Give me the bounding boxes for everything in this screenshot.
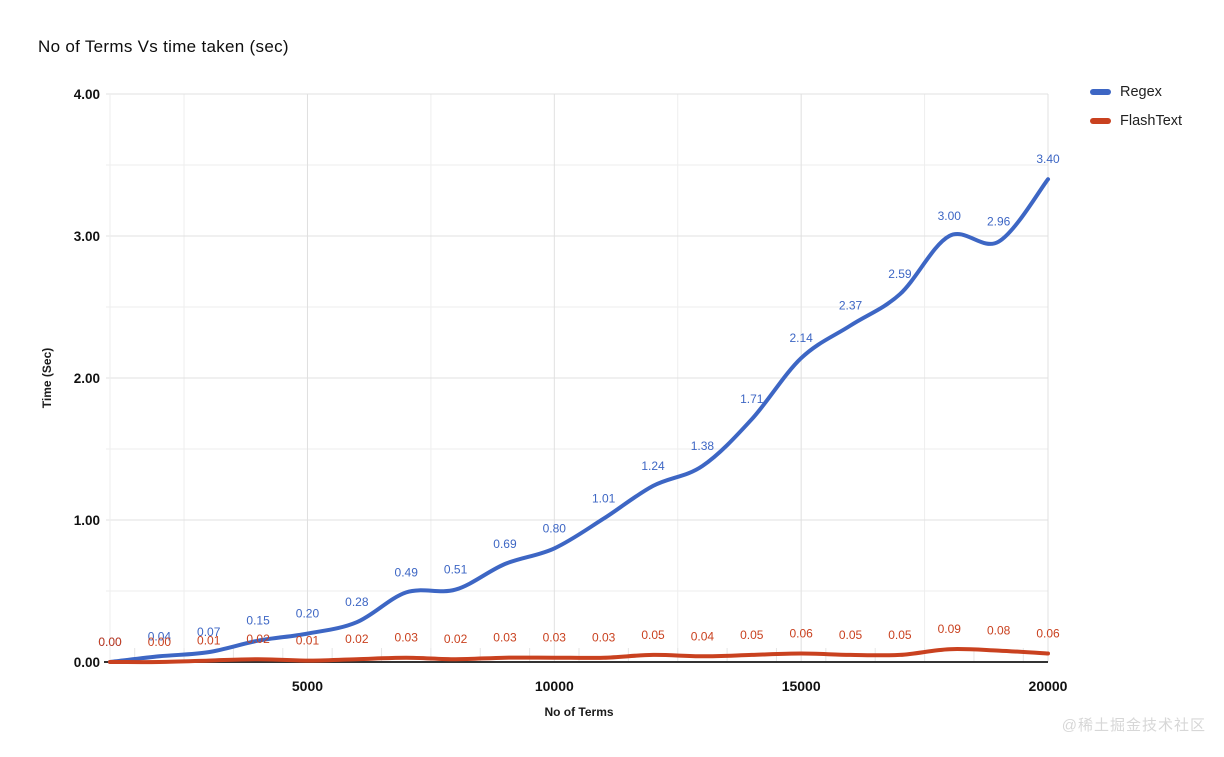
x-axis-tick-label: 10000	[535, 678, 574, 694]
data-label-flashtext: 0.06	[1036, 626, 1060, 640]
data-label-regex: 0.15	[246, 614, 270, 628]
chart-title: No of Terms Vs time taken (sec)	[38, 37, 289, 56]
data-label-flashtext: 0.05	[888, 628, 912, 642]
data-label-flashtext: 0.03	[592, 631, 616, 645]
data-label-flashtext: 0.00	[148, 635, 172, 649]
data-label-regex: 0.51	[444, 563, 468, 577]
data-label-regex: 3.00	[938, 209, 962, 223]
legend: Regex FlashText	[1090, 84, 1182, 129]
data-label-regex: 0.00	[98, 635, 122, 649]
data-label-flashtext: 0.09	[938, 622, 962, 636]
data-label-flashtext: 0.05	[641, 628, 665, 642]
data-label-regex: 0.49	[395, 565, 419, 579]
data-label-regex: 1.24	[641, 459, 665, 473]
data-label-regex: 2.37	[839, 298, 863, 312]
data-label-regex: 2.59	[888, 267, 912, 281]
y-axis-tick-label: 1.00	[74, 513, 100, 528]
x-axis-tick-label: 20000	[1029, 678, 1068, 694]
legend-swatch-regex-icon	[1090, 89, 1111, 95]
data-label-regex: 0.28	[345, 595, 369, 609]
legend-label-flashtext: FlashText	[1120, 113, 1183, 129]
legend-label-regex: Regex	[1120, 84, 1162, 100]
data-label-regex: 0.07	[197, 625, 221, 639]
data-label-flashtext: 0.01	[197, 634, 221, 648]
y-axis-tick-label: 2.00	[74, 371, 100, 386]
data-label-flashtext: 0.00	[98, 635, 122, 649]
y-axis-tick-label: 4.00	[74, 87, 100, 102]
data-label-regex: 3.40	[1036, 152, 1060, 166]
data-label-regex: 1.01	[592, 492, 616, 506]
data-label-flashtext: 0.04	[691, 629, 715, 643]
data-label-flashtext: 0.05	[740, 628, 764, 642]
y-axis-title: Time (Sec)	[40, 347, 54, 409]
data-label-flashtext: 0.03	[395, 631, 419, 645]
data-label-flashtext: 0.02	[444, 632, 468, 646]
y-axis-tick-label: 0.00	[74, 655, 100, 670]
data-label-flashtext: 0.08	[987, 624, 1011, 638]
watermark: @稀土掘金技术社区	[1061, 717, 1206, 734]
data-label-flashtext: 0.02	[246, 632, 270, 646]
data-label-regex: 2.14	[789, 331, 813, 345]
y-axis-tick-label: 3.00	[74, 229, 100, 244]
data-label-regex: 1.38	[691, 439, 715, 453]
data-label-flashtext: 0.02	[345, 632, 369, 646]
data-label-regex: 0.20	[296, 607, 320, 621]
data-label-regex: 2.96	[987, 215, 1011, 229]
series-line-flashtext	[108, 647, 1050, 665]
data-label-flashtext: 0.03	[493, 631, 517, 645]
x-axis-tick-label: 15000	[782, 678, 821, 694]
data-label-regex: 0.80	[543, 521, 567, 535]
data-label-regex: 0.04	[148, 629, 172, 643]
data-label-flashtext: 0.06	[789, 626, 813, 640]
data-label-regex: 1.71	[740, 392, 764, 406]
legend-item-flashtext: FlashText	[1090, 113, 1182, 129]
data-label-flashtext: 0.05	[839, 628, 863, 642]
x-axis-tick-label: 5000	[292, 678, 323, 694]
data-label-flashtext: 0.03	[543, 631, 567, 645]
legend-item-regex: Regex	[1090, 84, 1182, 100]
series-line-regex	[108, 177, 1050, 664]
x-axis-title: No of Terms	[544, 705, 614, 719]
data-label-flashtext: 0.01	[296, 634, 320, 648]
legend-swatch-flashtext-icon	[1090, 118, 1111, 124]
data-label-regex: 0.69	[493, 537, 517, 551]
